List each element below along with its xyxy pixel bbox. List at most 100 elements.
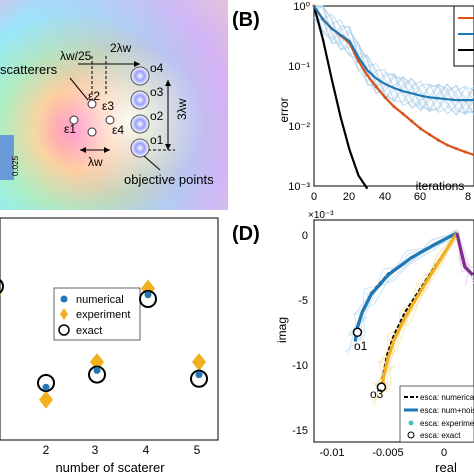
series-point [428, 133, 432, 137]
lambda-label: λw [88, 155, 103, 169]
series-lines [312, 4, 474, 190]
series-point [445, 143, 449, 147]
legend-exact: esca: exact [420, 431, 461, 440]
arrow-head [104, 147, 110, 153]
exact-point [352, 327, 363, 338]
arrow-head [134, 61, 140, 67]
series-point [392, 105, 396, 109]
noise-cloud-line [456, 229, 471, 287]
exact-marker [0, 278, 4, 294]
noise-trials [313, 5, 474, 116]
y-tick-label: 10⁻¹ [288, 61, 310, 73]
y-tick-label: -15 [292, 425, 308, 437]
x-tick-labels: 2 3 4 5 [43, 443, 201, 457]
y-tick-label: 0 [302, 230, 308, 242]
noise-trial-line [313, 5, 474, 114]
series-point [365, 73, 369, 77]
panel-a-wave-field: 0.025 ε1 ε2 ε3 ε4 o4 o3 o2 o1 scatterers… [0, 0, 228, 210]
legend-numerical: numerical [76, 294, 124, 306]
eps-1-label: ε1 [64, 122, 76, 136]
experiment-marker [39, 390, 53, 409]
exact-marker [190, 369, 208, 388]
y-tick-label: -10 [292, 360, 308, 372]
noise-trial-line [313, 13, 474, 113]
panel-b-error-plot: (B) 10⁰ 10⁻¹ 10⁻² 10⁻³ 0 20 40 60 8 erro… [232, 1, 474, 203]
y-tick-label: 10⁰ [293, 1, 310, 13]
legend-numerical: esca: numerical [420, 393, 474, 402]
legend-box [453, 5, 474, 67]
series-line [379, 232, 459, 393]
panel-b-letter: (B) [232, 9, 260, 31]
legend-marker-exact [407, 431, 415, 439]
eps-4-label: ε4 [112, 123, 124, 137]
scatterer-point [69, 115, 79, 125]
scatter-marks [0, 278, 208, 409]
legend-experiment: experiment [76, 309, 130, 321]
noise-trial-line [313, 5, 474, 116]
exact-marker [88, 365, 106, 384]
series-line [313, 5, 474, 102]
series-lines [352, 231, 474, 393]
annotation-o1: o1 [354, 339, 368, 353]
x-tick-label: 40 [379, 191, 391, 203]
x-tick-labels: -0.01 -0.005 0 [319, 447, 447, 459]
eps-2-label: ε2 [88, 89, 100, 103]
y-axis-label: error [277, 97, 291, 122]
x-tick-label: 0 [311, 191, 317, 203]
series-point [356, 59, 360, 63]
legend-experiment: esca: experiment [420, 419, 474, 428]
legend-marker-experiment [60, 308, 68, 320]
x-tick-label: 0 [441, 447, 447, 459]
exact-marker [139, 290, 157, 308]
exponent-label: ×10⁻³ [308, 210, 334, 221]
numerical-marker [42, 383, 50, 391]
noise-trial-line [314, 5, 474, 114]
three-lambda-label: 3λw [175, 98, 189, 120]
x-axis-label: number of scaterer [55, 460, 165, 474]
scatterer-point [87, 127, 97, 137]
y-tick-label: -5 [298, 295, 308, 307]
o4-label: o4 [150, 61, 164, 75]
x-tick-label: -0.01 [319, 447, 344, 459]
legend-marker-numerical [60, 295, 68, 303]
noise-trial-line [313, 5, 474, 116]
y-tick-label: 10⁻³ [288, 181, 310, 193]
legend-marker-exact [58, 324, 70, 336]
wave-rings-right [0, 0, 228, 210]
x-tick-label: 20 [343, 191, 355, 203]
experiment-marker [192, 353, 206, 371]
panel-d-letter: (D) [232, 223, 260, 245]
series-point [383, 95, 387, 99]
numerical-marker [144, 291, 152, 299]
objective-point [130, 90, 150, 110]
objective-points: o4 o3 o2 o1 [130, 61, 164, 158]
two-lambda-label: 2λw [110, 41, 132, 55]
scatterers-label: scatterers [0, 62, 58, 77]
legend-exact: exact [76, 325, 102, 337]
series-point [410, 119, 414, 123]
noise-cloud-line [347, 229, 455, 337]
series-line [312, 5, 369, 190]
x-tick-label: 2 [43, 443, 50, 457]
numerical-marker [93, 366, 101, 374]
colorbar [0, 135, 14, 180]
objective-point [130, 138, 150, 158]
x-tick-label: -0.005 [372, 447, 403, 459]
x-tick-label: 3 [92, 443, 99, 457]
series-point [463, 150, 467, 154]
y-axis-label: imag [275, 317, 289, 343]
x-tick-label: 8 [465, 191, 471, 203]
y-tick-labels: 10⁰ 10⁻¹ 10⁻² 10⁻³ [288, 1, 310, 193]
objective-points-label: objective points [124, 172, 214, 187]
legend-noise: esca: num+noise [420, 406, 474, 415]
series-line [353, 231, 458, 342]
series-point [401, 112, 405, 116]
x-axis-label: iterations [416, 179, 465, 193]
experiment-marker [141, 279, 155, 298]
exact-point [376, 382, 387, 392]
y-tick-label: 10⁻² [288, 121, 310, 133]
series-point [419, 127, 423, 131]
series-line [455, 232, 474, 276]
scatterers-cluster: ε1 ε2 ε3 ε4 [64, 89, 124, 137]
arrow-head [165, 80, 171, 86]
